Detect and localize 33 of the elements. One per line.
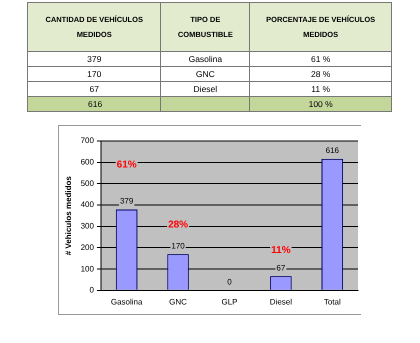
y-tick-label: 400 (80, 200, 94, 210)
text: Diesel (160, 82, 250, 96)
y-tick-label: 600 (80, 158, 94, 167)
text: 28 % (250, 66, 392, 82)
y-axis-title: # Vehiculos medidos (64, 176, 74, 256)
text: GNC (160, 66, 250, 82)
x-tick-label: Total (324, 297, 341, 306)
y-tick-label: 500 (80, 178, 94, 188)
x-tick-label: GLP (221, 297, 238, 306)
text: 61 % (250, 52, 392, 66)
y-tick-label: 0 (89, 286, 94, 295)
text: 379 (28, 52, 161, 66)
text: 100 % (250, 96, 392, 112)
x-tick-label: GNC (169, 297, 188, 306)
annotation: 11% (271, 244, 291, 256)
y-tick-label: 200 (80, 242, 94, 252)
data-label: 379 (120, 196, 134, 206)
text: 11 % (250, 82, 392, 96)
x-tick-label: Gasolina (110, 297, 143, 306)
annotation: 28% (168, 219, 188, 230)
text: Gasolina (160, 52, 250, 66)
annotation: 61% (116, 160, 137, 171)
text: 616 (28, 96, 161, 112)
y-tick-label: 700 (80, 136, 94, 146)
text: 170 (28, 66, 161, 82)
text: 67 (28, 82, 161, 96)
data-label: 67 (276, 263, 286, 272)
data-label: 0 (227, 278, 232, 287)
data-label: 616 (326, 146, 340, 156)
x-tick-label: Diesel (270, 297, 292, 306)
y-tick-label: 100 (80, 264, 94, 274)
data-label: 170 (171, 241, 186, 250)
y-tick-label: 300 (80, 222, 94, 231)
